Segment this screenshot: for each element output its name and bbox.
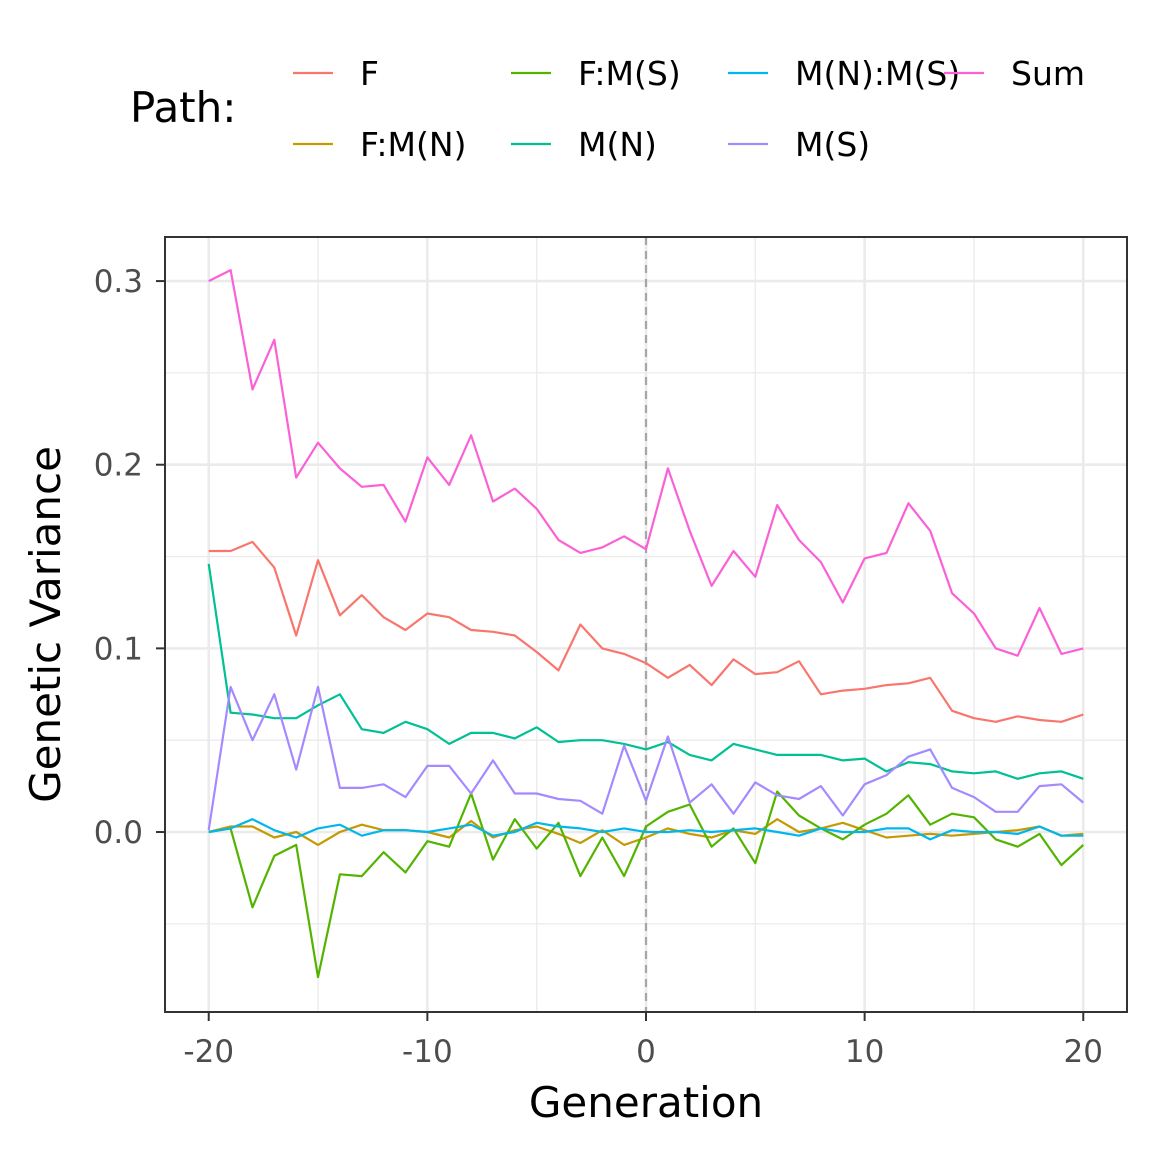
legend-label-f-m-s: F:M(S) [578, 54, 681, 93]
y-axis-title: Genetic Variance [21, 446, 70, 803]
series-line-m-n-m-s [208, 818, 1084, 841]
legend-label-m-n: M(N) [578, 125, 657, 164]
axis-ticks: -20 -10 0 10 20 0.0 0.1 0.2 0.3 [94, 264, 1103, 1070]
series-line-sum [208, 269, 1084, 657]
plot-lines [207, 269, 1085, 979]
series-line-m-n [207, 563, 1084, 780]
series-line-m-s [207, 685, 1085, 831]
grid [165, 237, 1127, 1012]
series-line-f-m-s [208, 790, 1085, 979]
legend-label-sum: Sum [1011, 54, 1085, 93]
legend-label-f-m-n: F:M(N) [360, 125, 466, 164]
x-tick-label: -20 [183, 1034, 234, 1070]
y-tick-label: 0.1 [94, 631, 143, 667]
series-line-f-m-n [208, 818, 1084, 847]
y-tick-label: 0.3 [94, 264, 143, 300]
legend-title: Path: [130, 83, 236, 132]
legend-label-f: F [360, 54, 379, 93]
y-tick-label: 0.0 [94, 815, 143, 851]
x-tick-label: -10 [402, 1034, 453, 1070]
legend-label-m-n-m-s: M(N):M(S) [795, 54, 960, 93]
legend-label-m-s: M(S) [795, 125, 870, 164]
x-tick-label: 20 [1064, 1034, 1103, 1070]
y-tick-label: 0.2 [94, 448, 143, 484]
legend: Path: F F:M(N) F:M(S) M(N) M(N):M(S) M(S) Sum [130, 54, 1085, 164]
series-line-f [208, 540, 1084, 723]
x-tick-label: 0 [636, 1034, 656, 1070]
x-axis-title: Generation [529, 1078, 763, 1127]
x-tick-label: 10 [845, 1034, 884, 1070]
